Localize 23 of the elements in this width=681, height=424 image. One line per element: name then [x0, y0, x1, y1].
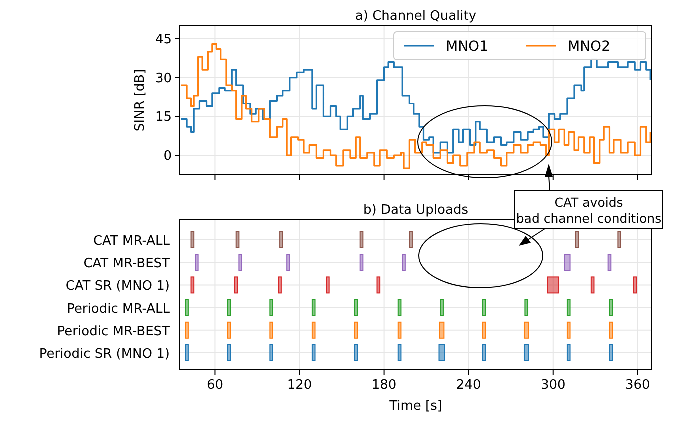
annotation: CAT avoids bad channel conditions	[516, 195, 662, 226]
x-tick-label: 240	[456, 378, 482, 393]
y-axis-title: SINR [dB]	[133, 69, 148, 132]
chart-title: b) Data Uploads	[364, 203, 469, 218]
x-tick-label: 300	[540, 378, 566, 393]
y-tick-label: 15	[155, 110, 172, 126]
y-tick-label: CAT SR (MNO 1)	[66, 279, 170, 294]
x-tick-label: 360	[625, 378, 650, 393]
legend-label: MNO2	[568, 39, 610, 55]
chart-title: a) Channel Quality	[355, 9, 477, 24]
x-axis-title: Time [s]	[388, 399, 442, 414]
y-tick-label: Periodic MR-ALL	[67, 302, 171, 317]
y-tick-label: CAT MR-BEST	[84, 256, 170, 272]
x-tick-label: 120	[287, 378, 312, 393]
y-tick-label: Periodic SR (MNO 1)	[39, 347, 170, 362]
y-tick-label: CAT MR-ALL	[93, 234, 171, 249]
y-tick-label: 0	[164, 149, 172, 164]
y-tick-label: 45	[155, 32, 172, 48]
y-tick-label: 30	[155, 71, 172, 86]
legend-label: MNO1	[446, 39, 488, 55]
x-tick-label: 60	[206, 378, 224, 393]
y-tick-label: Periodic MR-BEST	[57, 324, 170, 340]
x-tick-label: 180	[372, 378, 397, 393]
